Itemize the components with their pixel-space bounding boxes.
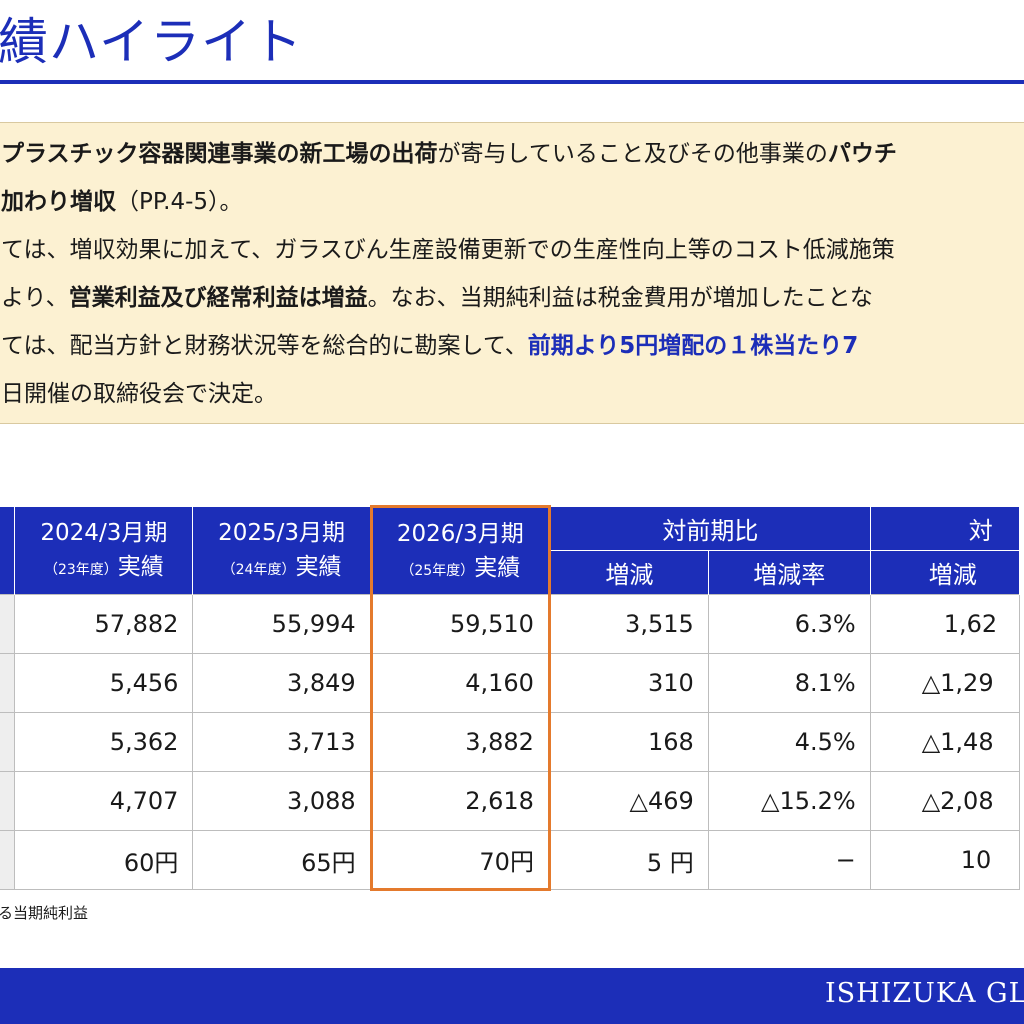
summary-line-4-bold-1: 営業利益及び経常利益は増益 [68,285,368,311]
row-label-cell [0,712,16,772]
cell-2024: 5,362 [14,712,194,772]
page-title: 績ハイライト [0,13,303,71]
summary-line-1-bold-2: パウチ [827,141,897,167]
header-col-2025-fy: （24年度） [221,562,296,579]
header-col-2026-period: 2026/3月期 [396,521,524,547]
cell-2025: 65円 [192,830,372,890]
header-group-yoy: 対前期比 [548,506,871,551]
header-col-2024-fy: （23年度） [43,562,118,579]
table-row: 57,882 55,994 59,510 3,515 6.3% 1,62 [0,594,1021,654]
footnote: る当期純利益 [0,904,89,922]
header-group-2-change: 増減 [869,550,1021,595]
summary-line-2-text-1: （PP.4-5）。 [116,189,243,215]
header-col-2025: 2025/3月期 （24年度）実績 [192,506,372,595]
cell-2026: 2,618 [369,771,551,831]
cell-yoy-rate: 4.5% [707,712,871,772]
header-col-2026-label: 実績 [474,555,521,581]
cell-2025: 3,088 [192,771,372,831]
summary-box: プラスチック容器関連事業の新工場の出荷が寄与していること及びその他事業のパウチ … [0,122,1024,424]
cell-yoy-rate: − [707,830,871,890]
summary-line-3-text-1: ては、増収効果に加えて、ガラスびん生産設備更新での生産性向上等のコスト低減施策 [1,237,895,263]
financial-results-table: 2024/3月期 （23年度）実績 2025/3月期 （24年度）実績 2026… [0,505,1021,891]
footer-brand: ISHIZUKA GLA [825,978,1024,1009]
cell-yoy-change: 310 [548,653,709,713]
cell-2025: 3,849 [192,653,372,713]
title-underline [0,80,1024,84]
cell-yoy-rate: 8.1% [707,653,871,713]
cell-2025: 3,713 [192,712,372,772]
header-group-2: 対 [869,506,1021,551]
cell-2026: 59,510 [369,594,551,654]
summary-line-5: ては、配当方針と財務状況等を総合的に勘案して、前期より5円増配の１株当たり7 [1,327,858,365]
cell-yoy-rate: 6.3% [707,594,871,654]
summary-line-5-text-1: ては、配当方針と財務状況等を総合的に勘案して、 [1,333,528,359]
cell-2024: 5,456 [14,653,194,713]
table-row: 60円 65円 70円 5 円 − 10 [0,830,1021,891]
summary-line-4-text-1: より、 [1,285,69,311]
header-yoy-change: 増減 [548,550,709,595]
cell-group-2-change: △2,08 [869,771,1021,831]
summary-line-3: ては、増収効果に加えて、ガラスびん生産設備更新での生産性向上等のコスト低減施策 [1,231,895,269]
table-row: 5,362 3,713 3,882 168 4.5% △1,48 [0,712,1021,772]
table-row: 5,456 3,849 4,160 310 8.1% △1,29 [0,653,1021,713]
cell-2024: 60円 [14,830,194,890]
summary-line-1: プラスチック容器関連事業の新工場の出荷が寄与していること及びその他事業のパウチ [1,135,897,173]
summary-line-1-text-1: が寄与していること及びその他事業の [437,141,828,167]
cell-2024: 4,707 [14,771,194,831]
summary-line-2-bold-1: 加わり増収 [1,189,116,215]
summary-line-4-text-2: 。なお、当期純利益は税金費用が増加したことな [367,285,873,311]
table-header-row-1: 2024/3月期 （23年度）実績 2025/3月期 （24年度）実績 2026… [0,505,1021,595]
cell-yoy-change: 168 [548,712,709,772]
summary-line-6-text-1: 日開催の取締役会で決定。 [1,381,277,407]
header-corner [0,506,16,595]
summary-line-1-bold-1: プラスチック容器関連事業の新工場の出荷 [1,141,438,167]
summary-line-2: 加わり増収（PP.4-5）。 [1,183,243,221]
cell-2026: 3,882 [369,712,551,772]
cell-group-2-change: △1,29 [869,653,1021,713]
header-col-2024-period: 2024/3月期 [40,520,168,547]
cell-2024: 57,882 [14,594,194,654]
cell-2025: 55,994 [192,594,372,654]
header-col-2025-period: 2025/3月期 [218,520,345,547]
header-col-2025-label: 実績 [295,554,342,581]
header-col-2024-label: 実績 [117,554,164,581]
table-row: 4,707 3,088 2,618 △469 △15.2% △2,08 [0,771,1021,831]
row-label-cell [0,653,16,713]
header-col-2024: 2024/3月期 （23年度）実績 [14,506,194,595]
summary-line-4: より、営業利益及び経常利益は増益。なお、当期純利益は税金費用が増加したことな [1,279,873,317]
cell-2026: 70円 [369,830,551,891]
summary-line-6: 日開催の取締役会で決定。 [1,375,277,413]
table-header-row-2: 増減 増減率 増減 [0,550,1021,595]
footer-bar: ISHIZUKA GLA [0,968,1024,1024]
header-col-2026: 2026/3月期 （25年度）実績 [369,505,551,595]
row-label-cell [0,594,16,654]
header-yoy-rate: 増減率 [707,550,871,595]
summary-line-5-highlight: 前期より5円増配の１株当たり7 [527,333,859,359]
cell-yoy-change: 3,515 [548,594,709,654]
row-label-cell [0,771,16,831]
cell-2026: 4,160 [369,653,551,713]
cell-group-2-change: △1,48 [869,712,1021,772]
header-col-2026-fy: （25年度） [400,563,475,579]
cell-group-2-change: 10 [869,830,1021,890]
cell-yoy-change: 5 円 [548,830,709,890]
cell-group-2-change: 1,62 [869,594,1021,654]
cell-yoy-change: △469 [548,771,709,831]
row-label-cell [0,830,16,890]
cell-yoy-rate: △15.2% [707,771,871,831]
